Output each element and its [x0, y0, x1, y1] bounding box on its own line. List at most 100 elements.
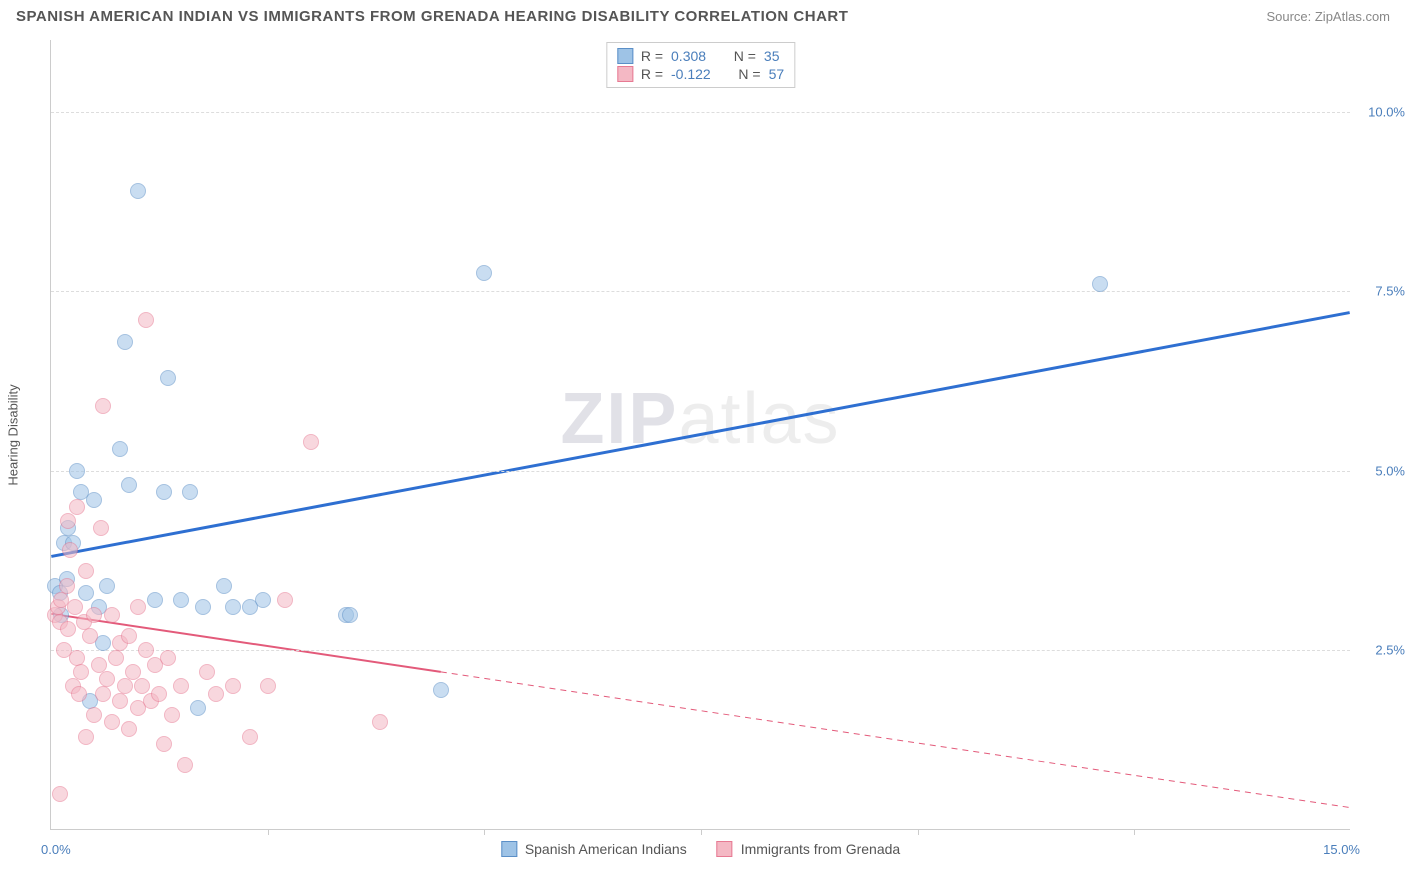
data-point: [117, 334, 133, 350]
data-point: [78, 585, 94, 601]
r-value: 0.308: [671, 48, 706, 64]
data-point: [255, 592, 271, 608]
legend-label: Immigrants from Grenada: [741, 841, 901, 857]
data-point: [112, 441, 128, 457]
data-point: [476, 265, 492, 281]
data-point: [134, 678, 150, 694]
data-point: [147, 592, 163, 608]
data-point: [121, 628, 137, 644]
scatter-chart: Hearing Disability ZIPatlas R = 0.308 N …: [50, 40, 1350, 830]
data-point: [138, 312, 154, 328]
x-tick: [701, 829, 702, 835]
data-point: [86, 707, 102, 723]
y-axis-label: Hearing Disability: [6, 384, 21, 485]
y-tick-label: 2.5%: [1375, 643, 1405, 658]
n-value: 57: [769, 66, 785, 82]
data-point: [69, 463, 85, 479]
data-point: [225, 678, 241, 694]
data-point: [130, 599, 146, 615]
gridline: [51, 291, 1350, 292]
x-axis-max-label: 15.0%: [1323, 842, 1360, 857]
legend-label: Spanish American Indians: [525, 841, 687, 857]
data-point: [199, 664, 215, 680]
x-tick: [1134, 829, 1135, 835]
data-point: [208, 686, 224, 702]
y-tick-label: 5.0%: [1375, 463, 1405, 478]
data-point: [216, 578, 232, 594]
data-point: [62, 542, 78, 558]
data-point: [82, 628, 98, 644]
data-point: [73, 664, 89, 680]
data-point: [156, 736, 172, 752]
trend-lines: [51, 40, 1350, 829]
data-point: [190, 700, 206, 716]
legend-swatch: [717, 841, 733, 857]
data-point: [99, 671, 115, 687]
data-point: [104, 607, 120, 623]
gridline: [51, 471, 1350, 472]
legend-item: Immigrants from Grenada: [717, 841, 901, 857]
data-point: [86, 607, 102, 623]
data-point: [160, 370, 176, 386]
gridline: [51, 112, 1350, 113]
n-label: N =: [734, 48, 756, 64]
x-axis-min-label: 0.0%: [41, 842, 71, 857]
data-point: [303, 434, 319, 450]
data-point: [112, 693, 128, 709]
data-point: [91, 657, 107, 673]
data-point: [225, 599, 241, 615]
data-point: [160, 650, 176, 666]
data-point: [173, 592, 189, 608]
n-value: 35: [764, 48, 780, 64]
stats-row: R = 0.308 N = 35: [617, 47, 784, 65]
data-point: [108, 650, 124, 666]
legend-swatch: [617, 48, 633, 64]
r-label: R =: [641, 66, 663, 82]
data-point: [78, 729, 94, 745]
data-point: [121, 721, 137, 737]
data-point: [138, 642, 154, 658]
r-value: -0.122: [671, 66, 711, 82]
legend-swatch: [501, 841, 517, 857]
x-tick: [918, 829, 919, 835]
data-point: [78, 563, 94, 579]
data-point: [95, 686, 111, 702]
data-point: [151, 686, 167, 702]
y-tick-label: 7.5%: [1375, 284, 1405, 299]
data-point: [69, 499, 85, 515]
data-point: [372, 714, 388, 730]
data-point: [277, 592, 293, 608]
data-point: [130, 183, 146, 199]
data-point: [71, 686, 87, 702]
data-point: [156, 484, 172, 500]
stats-row: R = -0.122 N = 57: [617, 65, 784, 83]
data-point: [67, 599, 83, 615]
data-point: [177, 757, 193, 773]
x-tick: [268, 829, 269, 835]
data-point: [95, 398, 111, 414]
data-point: [60, 513, 76, 529]
legend-item: Spanish American Indians: [501, 841, 687, 857]
data-point: [433, 682, 449, 698]
data-point: [164, 707, 180, 723]
data-point: [1092, 276, 1108, 292]
data-point: [125, 664, 141, 680]
n-label: N =: [738, 66, 760, 82]
data-point: [182, 484, 198, 500]
data-point: [60, 621, 76, 637]
data-point: [242, 729, 258, 745]
data-point: [121, 477, 137, 493]
r-label: R =: [641, 48, 663, 64]
data-point: [173, 678, 189, 694]
y-tick-label: 10.0%: [1368, 104, 1405, 119]
legend-swatch: [617, 66, 633, 82]
data-point: [117, 678, 133, 694]
source-label: Source: ZipAtlas.com: [1266, 9, 1390, 24]
data-point: [104, 714, 120, 730]
data-point: [86, 492, 102, 508]
stats-legend: R = 0.308 N = 35R = -0.122 N = 57: [606, 42, 795, 88]
data-point: [195, 599, 211, 615]
series-legend: Spanish American Indians Immigrants from …: [501, 841, 900, 857]
data-point: [59, 578, 75, 594]
x-tick: [484, 829, 485, 835]
